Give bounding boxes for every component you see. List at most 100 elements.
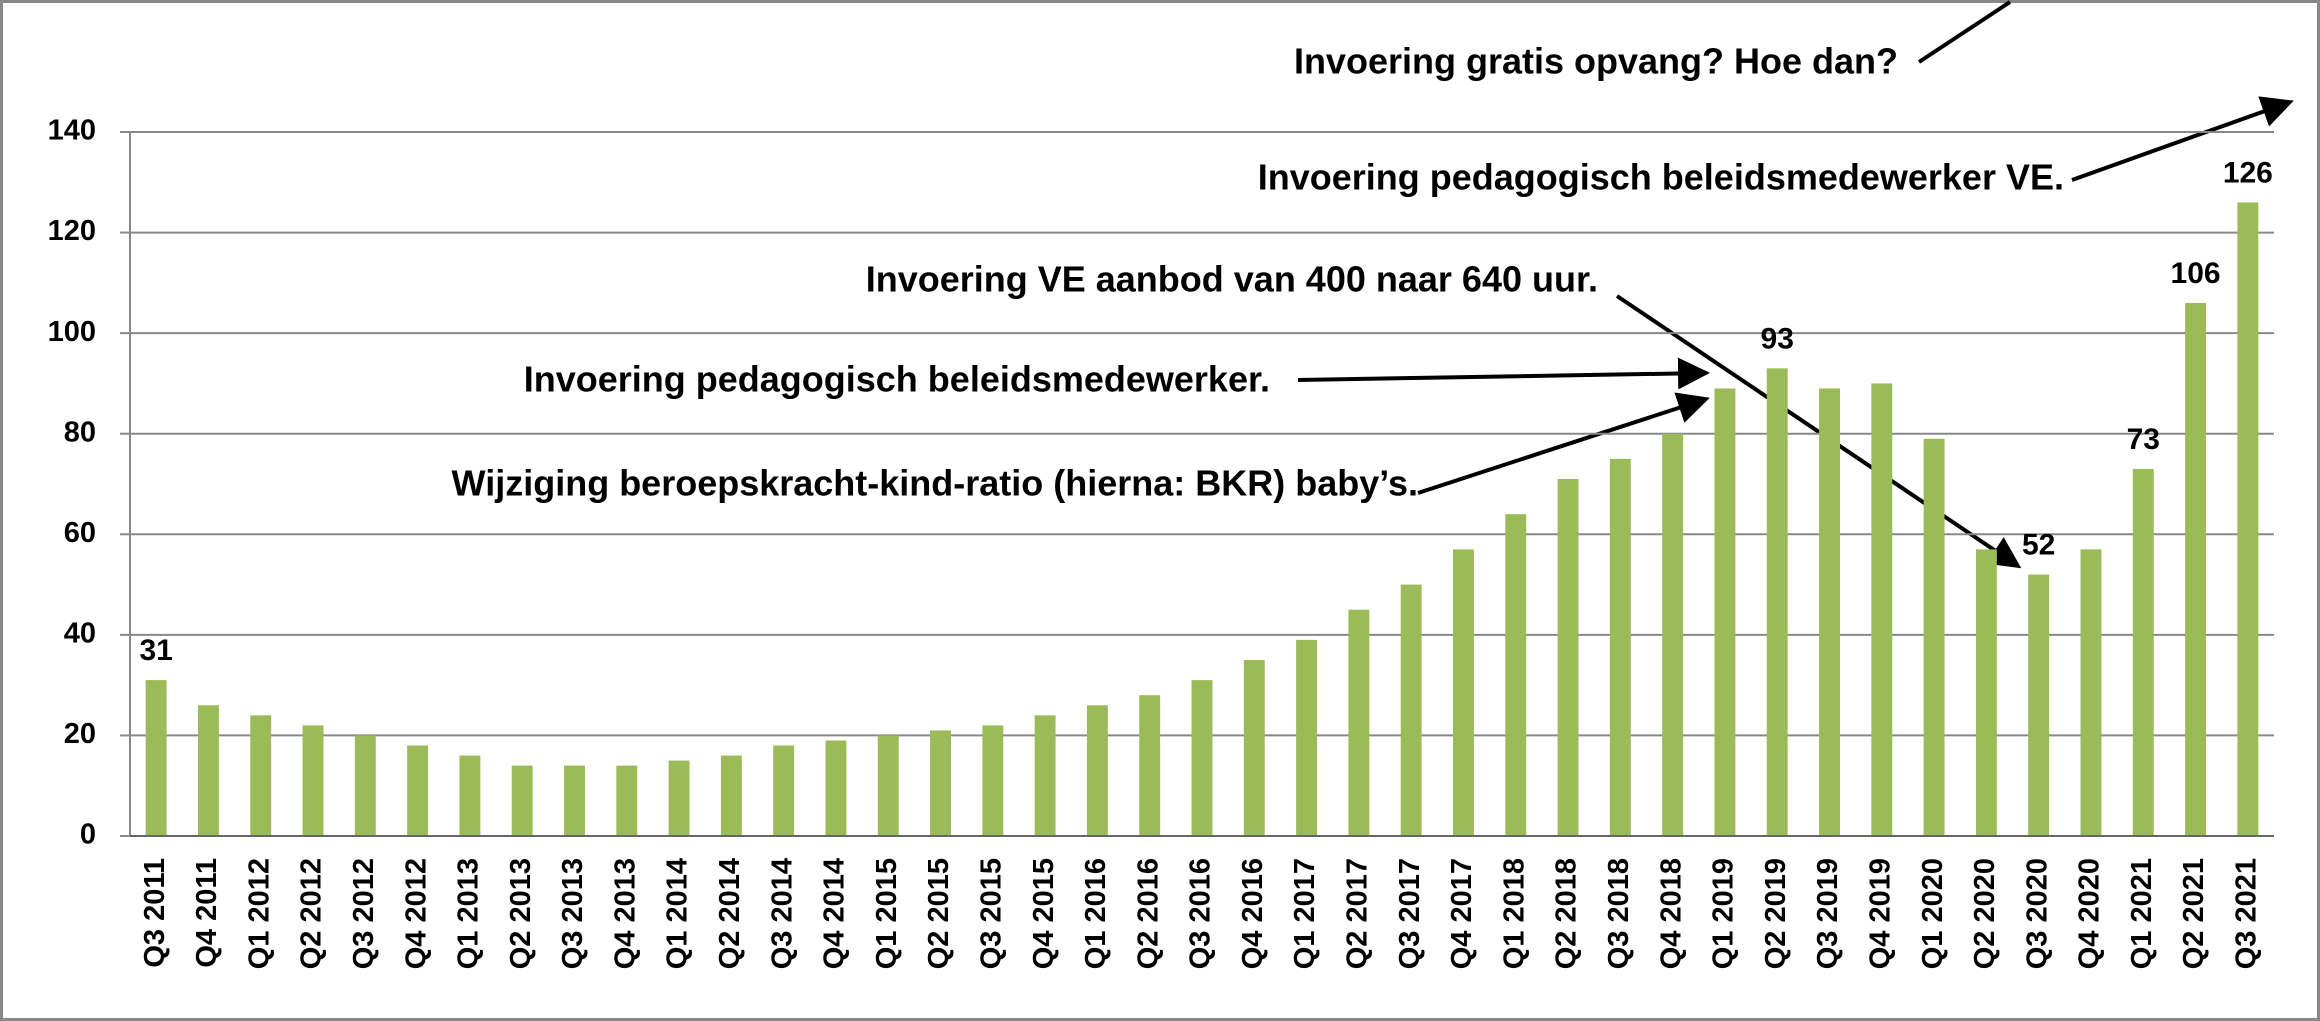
bar — [250, 715, 272, 836]
bar — [1243, 660, 1265, 836]
data-label: 93 — [1761, 322, 1794, 355]
bar — [2185, 302, 2207, 836]
bar — [1557, 478, 1579, 836]
bar — [2080, 549, 2102, 836]
y-tick-label: 20 — [64, 718, 96, 750]
bar — [1975, 549, 1997, 836]
x-tick-label: Q3 2021 — [2231, 858, 2263, 969]
y-tick-label: 120 — [48, 215, 96, 247]
x-tick-label: Q2 2014 — [714, 858, 746, 969]
x-tick-label: Q1 2017 — [1289, 858, 1321, 969]
x-tick-label: Q3 2013 — [557, 858, 589, 969]
annotation: Invoering gratis opvang? Hoe dan? — [1294, 41, 1898, 82]
x-tick-label: Q2 2017 — [1342, 858, 1374, 969]
x-tick-label: Q2 2018 — [1551, 858, 1583, 969]
bar — [1766, 368, 1788, 836]
x-tick-label: Q3 2011 — [139, 858, 171, 968]
bar — [1819, 388, 1840, 836]
x-tick-label: Q2 2012 — [296, 858, 328, 969]
arrow — [1297, 357, 1710, 390]
x-tick-label: Q1 2018 — [1498, 858, 1530, 969]
x-tick-label: Q4 2016 — [1237, 858, 1269, 969]
bar — [720, 755, 742, 836]
bar — [1923, 438, 1945, 836]
bar — [1296, 639, 1318, 836]
x-tick-label: Q3 2019 — [1812, 858, 1844, 969]
x-tick-label: Q1 2015 — [871, 858, 903, 969]
bar — [2132, 468, 2154, 836]
x-tick-label: Q1 2019 — [1708, 858, 1740, 969]
arrow — [1917, 0, 2012, 64]
bar — [564, 765, 585, 836]
x-tick-label: Q1 2021 — [2126, 858, 2158, 969]
bar — [511, 765, 533, 836]
bar — [1662, 433, 1684, 836]
x-tick-label: Q4 2013 — [609, 858, 641, 969]
x-tick-label: Q1 2012 — [243, 858, 275, 969]
bar — [1400, 584, 1422, 836]
data-label: 52 — [2022, 528, 2055, 561]
bar — [1348, 609, 1370, 836]
y-tick-label: 140 — [48, 115, 96, 147]
bar — [1505, 514, 1527, 836]
bar — [930, 730, 951, 836]
bar — [877, 735, 899, 836]
data-label: 106 — [2171, 257, 2221, 290]
x-tick-label: Q3 2017 — [1394, 858, 1426, 969]
y-tick-label: 100 — [48, 316, 96, 348]
bar — [302, 725, 324, 836]
annotation: Invoering VE aanbod van 400 naar 640 uur… — [866, 259, 1598, 300]
bar — [773, 745, 795, 836]
y-tick-label: 80 — [64, 416, 96, 448]
bar — [1453, 549, 1474, 836]
x-tick-label: Q1 2014 — [662, 858, 694, 969]
x-tick-label: Q2 2019 — [1760, 858, 1792, 969]
bar — [1139, 695, 1161, 836]
x-tick-label: Q3 2014 — [766, 858, 798, 969]
bar — [1034, 715, 1056, 836]
x-tick-label: Q1 2013 — [453, 858, 485, 969]
x-tick-label: Q1 2020 — [1917, 858, 1949, 969]
y-tick-label: 40 — [64, 618, 96, 650]
x-tick-label: Q3 2018 — [1603, 858, 1635, 969]
bar — [2028, 574, 2050, 836]
arrow — [1417, 392, 1710, 495]
bar — [616, 765, 638, 836]
x-tick-label: Q2 2020 — [1969, 858, 2001, 969]
x-tick-label: Q4 2015 — [1028, 858, 1060, 969]
x-tick-label: Q3 2020 — [2021, 858, 2053, 969]
data-label: 73 — [2127, 423, 2160, 456]
bar — [407, 745, 429, 836]
x-tick-label: Q4 2019 — [1864, 858, 1896, 969]
bar — [1714, 388, 1736, 836]
x-tick-label: Q4 2017 — [1446, 858, 1478, 969]
annotation: Invoering pedagogisch beleidsmedewerker … — [1258, 157, 2064, 198]
x-tick-label: Q4 2014 — [819, 858, 851, 969]
x-tick-label: Q1 2016 — [1080, 858, 1112, 969]
x-tick-label: Q3 2016 — [1185, 858, 1217, 969]
y-tick-label: 60 — [64, 517, 96, 549]
bar — [145, 680, 167, 836]
x-tick-label: Q4 2020 — [2074, 858, 2106, 969]
bar — [354, 735, 376, 836]
x-tick-label: Q3 2012 — [348, 858, 380, 969]
x-tick-label: Q2 2021 — [2178, 858, 2210, 969]
y-tick-label: 0 — [80, 819, 96, 851]
bar — [825, 740, 847, 836]
bar — [1609, 458, 1631, 836]
data-label: 126 — [2223, 156, 2273, 189]
bar — [1086, 705, 1108, 836]
bar — [2237, 202, 2259, 836]
bar — [1871, 383, 1893, 836]
x-tick-label: Q4 2011 — [191, 858, 223, 968]
x-tick-label: Q2 2013 — [505, 858, 537, 969]
arrow — [2071, 96, 2294, 182]
bar — [982, 725, 1004, 836]
bar — [668, 760, 690, 836]
bar — [197, 705, 219, 836]
x-tick-label: Q2 2015 — [923, 858, 955, 969]
x-tick-label: Q4 2012 — [400, 858, 432, 969]
x-tick-label: Q3 2015 — [975, 858, 1007, 969]
